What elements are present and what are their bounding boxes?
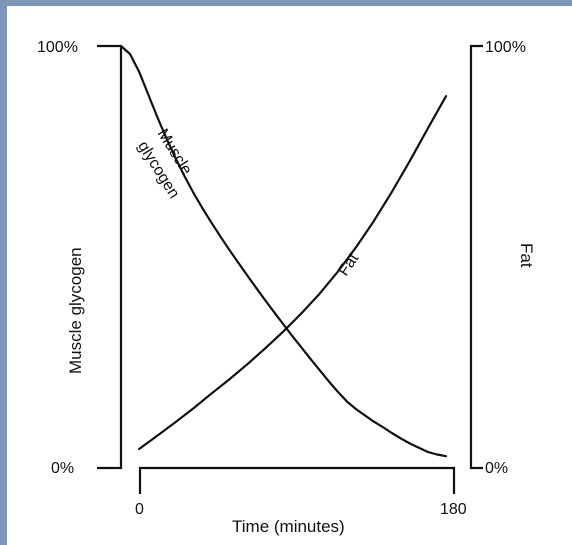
x-axis [138, 466, 456, 494]
glycogen-fat-chart: 100% 0% 100% 0% 0 180 Muscle glycogen Fa… [37, 39, 536, 536]
muscle-glycogen-line [119, 44, 448, 458]
left-y-tick-0: 0% [51, 460, 74, 477]
right-y-axis-label: Fat [517, 243, 536, 268]
left-y-axis [97, 44, 123, 470]
fat-series-label: Fat [335, 250, 362, 279]
left-y-axis-label: Muscle glycogen [66, 247, 85, 374]
left-y-tick-100: 100% [37, 39, 78, 56]
x-tick-0: 0 [135, 501, 144, 518]
fat-line [138, 95, 448, 451]
right-y-tick-100: 100% [485, 39, 526, 56]
tick-labels: 100% 0% 100% 0% 0 180 [37, 39, 526, 518]
right-y-tick-0: 0% [485, 460, 508, 477]
x-axis-label: Time (minutes) [232, 517, 345, 536]
x-tick-180: 180 [440, 501, 467, 518]
chart-axes [97, 44, 483, 494]
right-y-axis [469, 44, 483, 470]
